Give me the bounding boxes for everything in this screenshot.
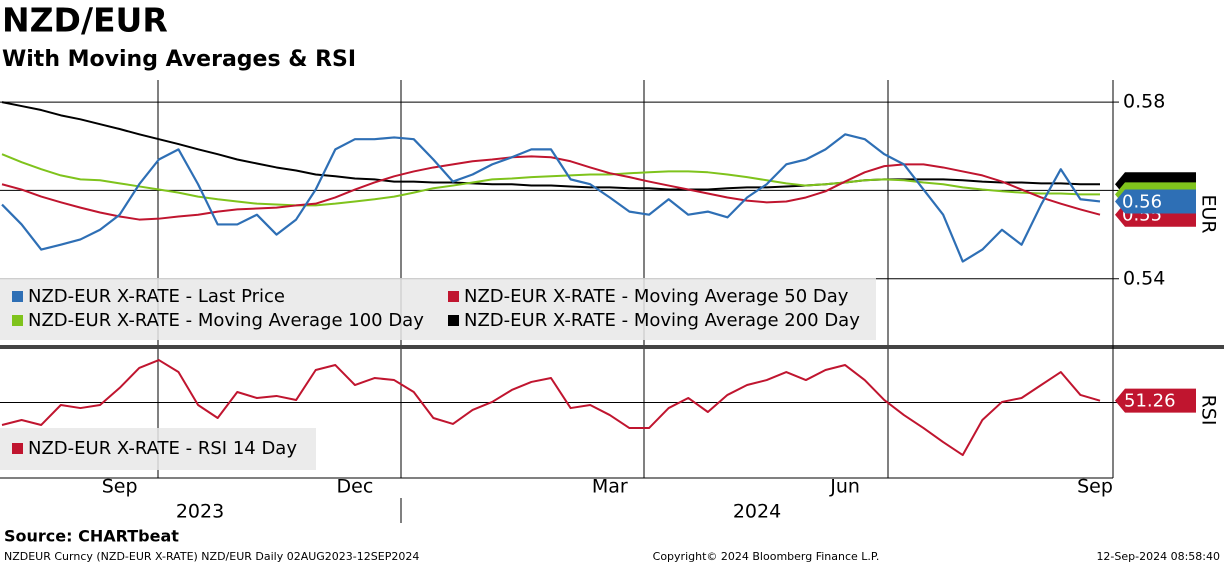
series-line xyxy=(1,359,1101,457)
x-tick-label: Sep xyxy=(1077,476,1113,498)
last-value-tag xyxy=(1115,189,1196,214)
legend-swatch xyxy=(12,315,23,326)
legend-swatch xyxy=(448,315,459,326)
last-value-label: 51.26 xyxy=(1124,391,1176,412)
source: Source: CHARTbeat xyxy=(4,527,179,546)
x-tick-label: Sep xyxy=(102,476,138,498)
chart-subtitle: With Moving Averages & RSI xyxy=(2,47,356,72)
x-tick-label: Dec xyxy=(337,476,374,498)
legend-swatch xyxy=(12,443,23,454)
year-label: 2024 xyxy=(733,501,781,523)
legend-label: NZD-EUR X-RATE - Last Price xyxy=(28,286,285,307)
legend-label: NZD-EUR X-RATE - RSI 14 Day xyxy=(28,438,297,459)
chart-title: NZD/EUR xyxy=(2,1,168,40)
legend-label: NZD-EUR X-RATE - Moving Average 100 Day xyxy=(28,310,424,331)
y-tick-label: 0.58 xyxy=(1123,91,1165,113)
x-tick-label: Mar xyxy=(592,476,628,498)
year-label: 2023 xyxy=(176,501,224,523)
y-axis-title: EUR xyxy=(1198,194,1220,233)
footer-copyright: Copyright© 2024 Bloomberg Finance L.P. xyxy=(653,550,880,563)
legend-swatch xyxy=(448,291,459,302)
last-value-label: 0.56 xyxy=(1122,191,1162,212)
legend-label: NZD-EUR X-RATE - Moving Average 50 Day xyxy=(464,286,849,307)
y-tick-label: 0.54 xyxy=(1123,267,1165,289)
last-value-tag xyxy=(1115,388,1196,413)
legend-box xyxy=(0,428,316,470)
x-tick-label: Jun xyxy=(829,476,860,498)
legend-box xyxy=(0,278,876,340)
legend-label: NZD-EUR X-RATE - Moving Average 200 Day xyxy=(464,310,860,331)
y-axis-title: RSI xyxy=(1198,395,1220,426)
series-line xyxy=(1,133,1101,263)
footer-timestamp: 12-Sep-2024 08:58:40 xyxy=(1096,550,1220,563)
legend-swatch xyxy=(12,291,23,302)
footer-description: NZDEUR Curncy (NZD-EUR X-RATE) NZD/EUR D… xyxy=(4,550,419,563)
series-line xyxy=(1,155,1101,221)
